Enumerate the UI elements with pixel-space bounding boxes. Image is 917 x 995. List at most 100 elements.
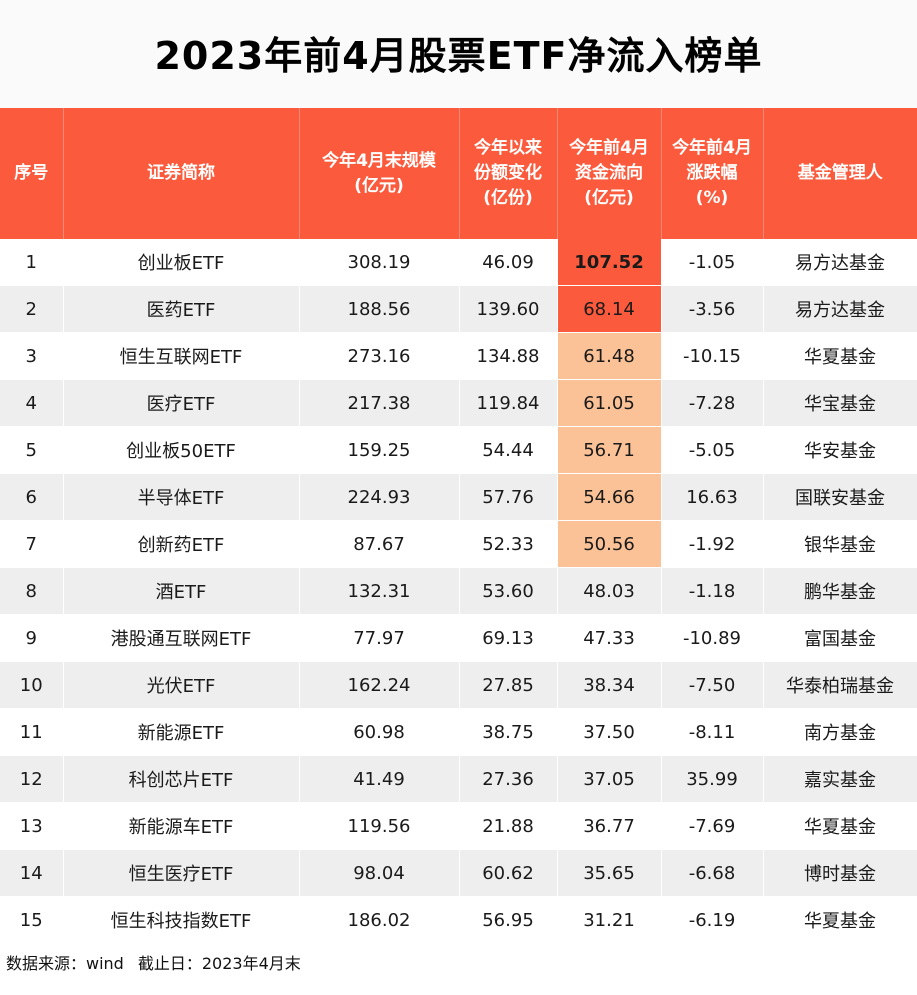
cell-aum: 162.24	[299, 661, 460, 709]
cell-security-name: 医疗ETF	[63, 379, 300, 427]
cell-manager: 银华基金	[763, 520, 917, 568]
cell-rank: 4	[0, 379, 64, 427]
cell-return: -1.18	[661, 567, 764, 615]
cell-security-name: 恒生医疗ETF	[63, 849, 300, 897]
cell-rank: 6	[0, 473, 64, 521]
cell-share-change: 57.76	[459, 473, 558, 521]
cell-security-name: 半导体ETF	[63, 473, 300, 521]
cell-return: 35.99	[661, 755, 764, 803]
cell-share-change: 46.09	[459, 239, 558, 286]
cell-return: -1.92	[661, 520, 764, 568]
header-index: 序号	[0, 108, 64, 239]
cell-security-name: 恒生科技指数ETF	[63, 896, 300, 944]
cell-return: -6.19	[661, 896, 764, 944]
cell-aum: 98.04	[299, 849, 460, 897]
cell-rank: 10	[0, 661, 64, 709]
cell-security-name: 创新药ETF	[63, 520, 300, 568]
cell-fund-flow: 38.34	[557, 661, 662, 709]
cell-manager: 富国基金	[763, 614, 917, 662]
cell-fund-flow: 31.21	[557, 896, 662, 944]
cell-return: -8.11	[661, 708, 764, 756]
cell-manager: 华安基金	[763, 426, 917, 474]
cell-security-name: 酒ETF	[63, 567, 300, 615]
cell-manager: 嘉实基金	[763, 755, 917, 803]
page-title: 2023年前4月股票ETF净流入榜单	[0, 0, 917, 108]
cell-aum: 119.56	[299, 802, 460, 850]
cell-security-name: 新能源车ETF	[63, 802, 300, 850]
cell-return: -3.56	[661, 285, 764, 333]
cell-return: 16.63	[661, 473, 764, 521]
cell-share-change: 38.75	[459, 708, 558, 756]
table-row: 10 光伏ETF 162.24 27.85 38.34 -7.50 华泰柏瑞基金	[0, 661, 917, 709]
data-source: 数据来源：wind	[6, 954, 124, 973]
cell-rank: 5	[0, 426, 64, 474]
cell-manager: 华夏基金	[763, 332, 917, 380]
cell-return: -10.89	[661, 614, 764, 662]
cell-manager: 华泰柏瑞基金	[763, 661, 917, 709]
cell-rank: 14	[0, 849, 64, 897]
cell-fund-flow: 36.77	[557, 802, 662, 850]
table-row: 3 恒生互联网ETF 273.16 134.88 61.48 -10.15 华夏基金	[0, 332, 917, 380]
header-fund-flow: 今年前4月 资金流向 (亿元)	[557, 108, 662, 239]
cell-return: -5.05	[661, 426, 764, 474]
cell-share-change: 60.62	[459, 849, 558, 897]
cell-aum: 77.97	[299, 614, 460, 662]
cell-share-change: 52.33	[459, 520, 558, 568]
cell-share-change: 27.85	[459, 661, 558, 709]
cell-share-change: 56.95	[459, 896, 558, 944]
footer-note: 数据来源：wind 截止日：2023年4月末	[0, 944, 917, 974]
table-row: 2 医药ETF 188.56 139.60 68.14 -3.56 易方达基金	[0, 285, 917, 333]
cell-aum: 308.19	[299, 239, 460, 286]
header-share-change: 今年以来 份额变化 (亿份)	[459, 108, 558, 239]
cell-rank: 3	[0, 332, 64, 380]
cell-fund-flow: 47.33	[557, 614, 662, 662]
cell-manager: 博时基金	[763, 849, 917, 897]
cell-aum: 217.38	[299, 379, 460, 427]
cell-aum: 159.25	[299, 426, 460, 474]
cell-share-change: 119.84	[459, 379, 558, 427]
cell-aum: 132.31	[299, 567, 460, 615]
cell-security-name: 恒生互联网ETF	[63, 332, 300, 380]
cell-aum: 186.02	[299, 896, 460, 944]
cell-security-name: 港股通互联网ETF	[63, 614, 300, 662]
cell-manager: 鹏华基金	[763, 567, 917, 615]
header-return: 今年前4月 涨跌幅 (%)	[661, 108, 764, 239]
table-row: 5 创业板50ETF 159.25 54.44 56.71 -5.05 华安基金	[0, 426, 917, 474]
cell-return: -6.68	[661, 849, 764, 897]
table-row: 1 创业板ETF 308.19 46.09 107.52 -1.05 易方达基金	[0, 239, 917, 286]
cell-manager: 华夏基金	[763, 896, 917, 944]
cell-security-name: 医药ETF	[63, 285, 300, 333]
cell-return: -7.69	[661, 802, 764, 850]
cell-fund-flow: 107.52	[557, 239, 662, 286]
cell-aum: 60.98	[299, 708, 460, 756]
cell-fund-flow: 54.66	[557, 473, 662, 521]
table-row: 14 恒生医疗ETF 98.04 60.62 35.65 -6.68 博时基金	[0, 849, 917, 897]
cell-share-change: 27.36	[459, 755, 558, 803]
cell-return: -7.50	[661, 661, 764, 709]
cell-aum: 87.67	[299, 520, 460, 568]
cell-fund-flow: 35.65	[557, 849, 662, 897]
cell-fund-flow: 61.05	[557, 379, 662, 427]
table-row: 13 新能源车ETF 119.56 21.88 36.77 -7.69 华夏基金	[0, 802, 917, 850]
header-aum: 今年4月末规模 (亿元)	[299, 108, 460, 239]
cell-share-change: 54.44	[459, 426, 558, 474]
cell-rank: 12	[0, 755, 64, 803]
cell-fund-flow: 37.50	[557, 708, 662, 756]
cell-manager: 易方达基金	[763, 239, 917, 286]
cell-security-name: 创业板ETF	[63, 239, 300, 286]
etf-ranking-table: 序号 证券简称 今年4月末规模 (亿元) 今年以来 份额变化 (亿份) 今年前4月 资金…	[0, 108, 917, 944]
cell-manager: 易方达基金	[763, 285, 917, 333]
cell-rank: 11	[0, 708, 64, 756]
header-manager: 基金管理人	[763, 108, 917, 239]
cell-aum: 273.16	[299, 332, 460, 380]
cell-manager: 南方基金	[763, 708, 917, 756]
cell-security-name: 新能源ETF	[63, 708, 300, 756]
cell-fund-flow: 68.14	[557, 285, 662, 333]
table-row: 12 科创芯片ETF 41.49 27.36 37.05 35.99 嘉实基金	[0, 755, 917, 803]
table-row: 4 医疗ETF 217.38 119.84 61.05 -7.28 华宝基金	[0, 379, 917, 427]
cell-share-change: 134.88	[459, 332, 558, 380]
cell-share-change: 69.13	[459, 614, 558, 662]
table-row: 11 新能源ETF 60.98 38.75 37.50 -8.11 南方基金	[0, 708, 917, 756]
cell-security-name: 创业板50ETF	[63, 426, 300, 474]
cell-return: -1.05	[661, 239, 764, 286]
